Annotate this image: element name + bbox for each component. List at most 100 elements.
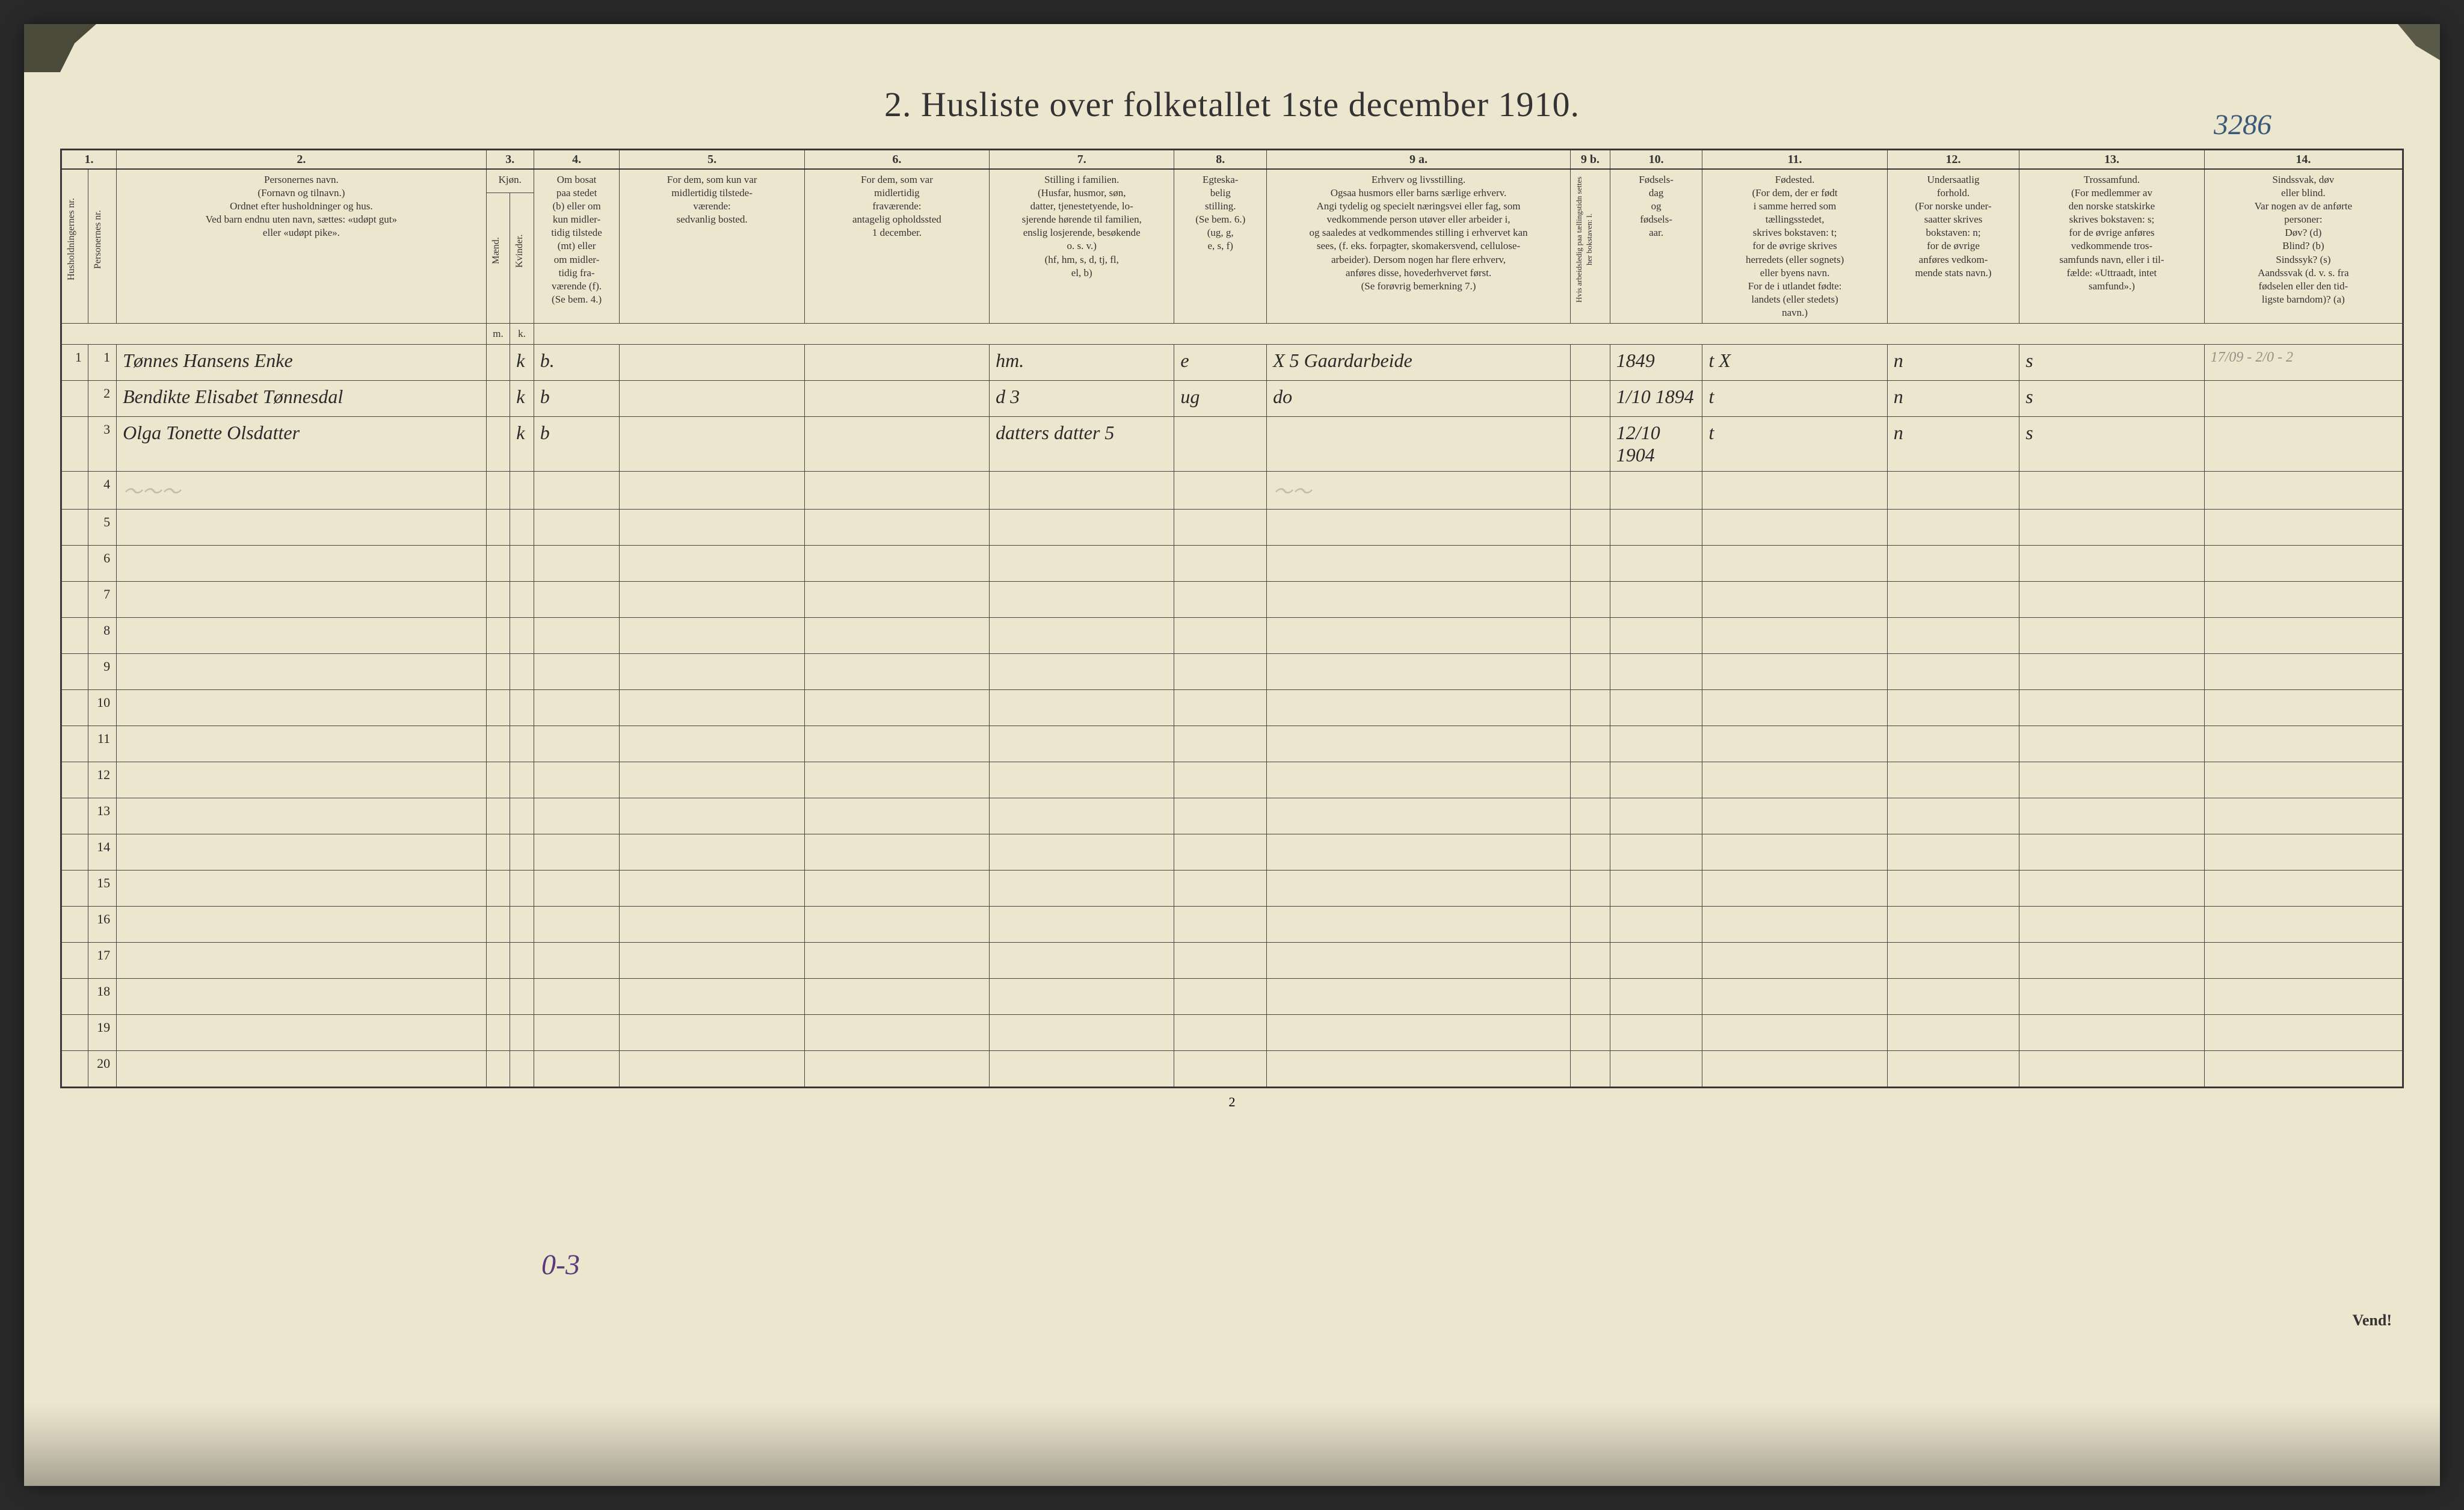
cell-empty [2204, 943, 2402, 979]
cell-empty [62, 871, 88, 907]
cell-kjon_k: k [510, 345, 534, 381]
cell-empty [2204, 798, 2402, 834]
cell-empty [534, 690, 620, 726]
cell-empty [2204, 690, 2402, 726]
cell-kjon_k: k [510, 381, 534, 417]
table-row: 11 [62, 726, 2403, 762]
header-k-vert: Kvinder. [513, 197, 528, 305]
cell-kjon_k: k [510, 417, 534, 472]
cell-empty [1702, 654, 1887, 690]
cell-empty [510, 943, 534, 979]
cell-empty [62, 472, 88, 510]
header-erhverv: Erhverv og livsstilling. Ogsaa husmors e… [1267, 169, 1571, 324]
cell-empty [1702, 943, 1887, 979]
header-mt-bosted: For dem, som kun var midlertidig tilsted… [620, 169, 804, 324]
col-num-13: 13. [2019, 150, 2204, 170]
cell-tros: s [2019, 417, 2204, 472]
cell-kjon_m [486, 417, 510, 472]
table-row: 8 [62, 618, 2403, 654]
cell-empty [117, 762, 487, 798]
cell-empty [1267, 654, 1571, 690]
cell-empty [534, 943, 620, 979]
cell-name: Olga Tonette Olsdatter [117, 417, 487, 472]
cell-empty [804, 510, 989, 546]
cell-stilling: d 3 [990, 381, 1174, 417]
page-title: 2. Husliste over folketallet 1ste decemb… [60, 84, 2404, 125]
cell-empty [2204, 1015, 2402, 1051]
cell-empty [990, 472, 1174, 510]
cell-empty [2204, 834, 2402, 871]
cell-empty [510, 546, 534, 582]
cell-empty [804, 582, 989, 618]
cell-tros: s [2019, 381, 2204, 417]
cell-empty [1610, 582, 1702, 618]
cell-empty [117, 582, 487, 618]
cell-empty [534, 510, 620, 546]
cell-empty [1570, 871, 1610, 907]
cell-egtesk: ug [1174, 381, 1267, 417]
vend-instruction: Vend! [2352, 1311, 2392, 1330]
cell-empty [117, 979, 487, 1015]
cell-empty: 20 [88, 1051, 116, 1087]
cell-empty: 11 [88, 726, 116, 762]
cell-empty [2204, 582, 2402, 618]
header-bosat: Om bosat paa stedet (b) eller om kun mid… [534, 169, 620, 324]
table-row: 10 [62, 690, 2403, 726]
header-labels-row: Husholdningernes nr. Personernes nr. Per… [62, 169, 2403, 193]
cell-empty [486, 582, 510, 618]
cell-empty [1610, 546, 1702, 582]
cell-kjon_m [486, 381, 510, 417]
cell-col14 [2204, 417, 2402, 472]
cell-empty [117, 726, 487, 762]
cell-empty [510, 726, 534, 762]
cell-fodested: t [1702, 381, 1887, 417]
cell-empty [1174, 943, 1267, 979]
cell-empty [2204, 472, 2402, 510]
cell-empty [1174, 1015, 1267, 1051]
handwritten-bottom-annotation: 0-3 [541, 1248, 580, 1281]
cell-empty [117, 834, 487, 871]
col-num-5: 5. [620, 150, 804, 170]
header-m: m. [486, 324, 510, 345]
cell-empty [2019, 907, 2204, 943]
header-egtesk: Egteska- belig stilling. (Se bem. 6.) (u… [1174, 169, 1267, 324]
cell-empty [1174, 871, 1267, 907]
cell-empty [486, 654, 510, 690]
cell-empty [1702, 834, 1887, 871]
cell-empty [1887, 582, 2019, 618]
cell-empty: 4 [88, 472, 116, 510]
cell-empty [1267, 510, 1571, 546]
cell-undersaat: n [1887, 381, 2019, 417]
cell-empty [1174, 510, 1267, 546]
cell-undersaat: n [1887, 417, 2019, 472]
cell-empty [534, 618, 620, 654]
cell-empty: 5 [88, 510, 116, 546]
cell-empty [510, 510, 534, 546]
cell-empty [1570, 618, 1610, 654]
cell-empty [62, 726, 88, 762]
cell-erhverv [1267, 417, 1571, 472]
table-row: 5 [62, 510, 2403, 546]
cell-empty [804, 690, 989, 726]
cell-empty [990, 1051, 1174, 1087]
col-num-12: 12. [1887, 150, 2019, 170]
cell-empty [2204, 979, 2402, 1015]
cell-empty [534, 546, 620, 582]
cell-empty [1610, 943, 1702, 979]
cell-empty [62, 618, 88, 654]
cell-empty: 15 [88, 871, 116, 907]
cell-empty [486, 618, 510, 654]
cell-empty [1174, 798, 1267, 834]
cell-empty [1702, 798, 1887, 834]
cell-empty [1267, 1051, 1571, 1087]
cell-empty [1610, 618, 1702, 654]
cell-empty [510, 871, 534, 907]
header-m-vert: Mænd. [489, 197, 504, 305]
cell-empty [804, 1051, 989, 1087]
cell-empty [486, 510, 510, 546]
cell-empty [804, 979, 989, 1015]
cell-empty: 9 [88, 654, 116, 690]
cell-empty [990, 654, 1174, 690]
cell-empty [620, 690, 804, 726]
cell-empty [62, 943, 88, 979]
